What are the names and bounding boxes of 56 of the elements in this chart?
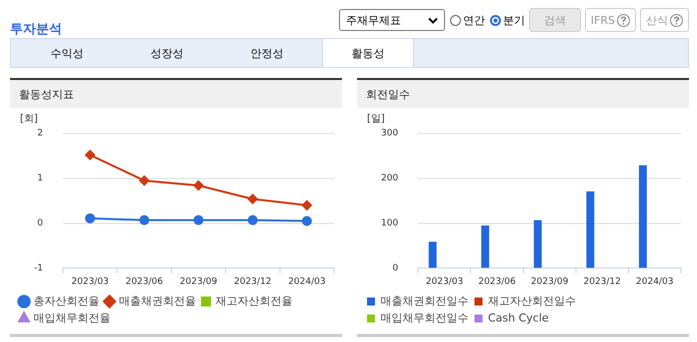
y-tick-label: 200: [380, 174, 398, 184]
point: [139, 176, 150, 186]
text: 수익성: [50, 46, 84, 62]
y-tick-label: -1: [34, 264, 43, 274]
point: [193, 215, 204, 226]
x-tick-label: 2023/12: [583, 276, 621, 287]
bar: [428, 242, 437, 268]
bar: [638, 165, 647, 268]
chart-title: 회전일수: [357, 78, 689, 108]
x-tick-label: 2023/09: [180, 276, 218, 287]
point: [85, 213, 96, 224]
text: 산식: [640, 8, 689, 32]
legend-label: 매입채무회전일수: [380, 311, 468, 324]
legend-label: 매출채권회전일수: [380, 294, 468, 308]
y-tick-label: 0: [37, 218, 44, 229]
legend-label: 매입채무회전율: [34, 311, 110, 324]
point: [139, 215, 150, 226]
point: [302, 216, 312, 226]
text: 투자분석: [10, 21, 62, 38]
point: [248, 215, 258, 226]
text: 성장성: [150, 46, 184, 62]
bar: [586, 191, 594, 268]
y-tick-label: 0: [392, 264, 398, 274]
x-tick-label: 2023/06: [478, 276, 516, 287]
text: 연간: [462, 12, 485, 28]
point: [85, 150, 96, 160]
x-tick-label: 2023/06: [126, 276, 164, 287]
y-tick-label: 1: [37, 174, 43, 184]
text: 검색: [528, 8, 581, 32]
y-axis-title: [회]: [20, 114, 38, 125]
legend-label: 매출채권회전율: [119, 294, 196, 308]
text: 안정성: [250, 46, 284, 62]
x-tick-label: 2023/03: [71, 276, 109, 287]
text: 활동성: [322, 39, 414, 67]
x-tick-label: 2023/09: [530, 276, 569, 287]
x-tick-label: 2024/03: [288, 276, 326, 287]
y-tick-label: 2: [37, 128, 43, 139]
x-tick-label: 2023/12: [234, 276, 272, 287]
legend-label: Cash Cycle: [488, 311, 549, 324]
bar: [534, 220, 542, 268]
x-tick-label: 2024/03: [636, 276, 674, 287]
text: IFRS: [584, 8, 636, 32]
point: [302, 200, 312, 210]
text: 주재무제표: [346, 12, 401, 28]
chart-title: 활동성지표: [10, 78, 342, 108]
legend-label: 재고자산회전일수: [488, 294, 576, 308]
x-tick-label: 2023/03: [426, 276, 464, 287]
bar: [481, 226, 490, 268]
legend-label: 재고자산회전율: [216, 294, 292, 308]
y-axis-title: [일]: [367, 114, 385, 125]
y-tick-label: 300: [380, 128, 398, 139]
text: 분기: [502, 12, 525, 28]
point: [248, 194, 258, 204]
point: [193, 180, 204, 191]
legend-label: 총자산회전율: [34, 294, 100, 308]
y-tick-label: 100: [380, 218, 398, 229]
